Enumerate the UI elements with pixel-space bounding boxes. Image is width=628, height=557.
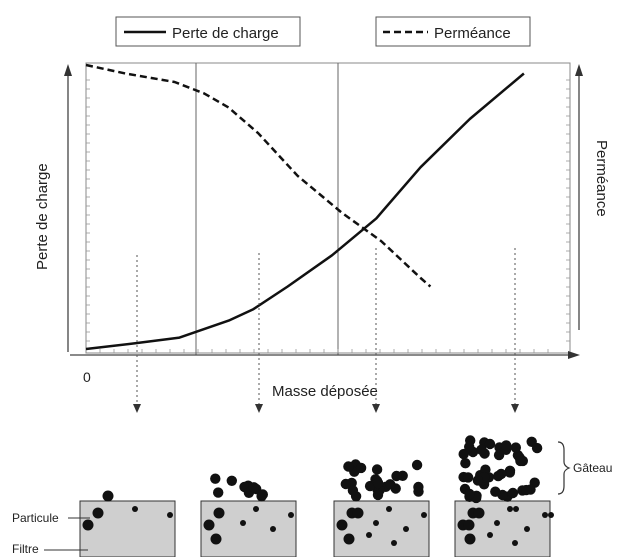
guide-arrow-head — [255, 404, 263, 413]
y-axis-label-right: Perméance — [593, 140, 610, 217]
particle — [391, 540, 397, 546]
particle — [371, 464, 383, 475]
particle — [542, 512, 548, 518]
plot-area: 0 Masse déposée Perte de charge Perméanc… — [34, 62, 610, 400]
particle — [501, 440, 512, 451]
particle — [213, 487, 224, 498]
x-axis-arrow — [568, 351, 580, 359]
particle — [504, 465, 516, 476]
legend-box-dashed — [375, 16, 531, 47]
guide-arrow-head — [133, 404, 141, 413]
particle — [463, 519, 475, 531]
particle — [484, 438, 496, 450]
particle — [210, 533, 222, 545]
x-axis-label: Masse déposée — [272, 383, 378, 400]
particle — [548, 512, 554, 518]
particle — [373, 520, 379, 526]
series-line-perte-de-charge — [85, 72, 525, 351]
particle — [494, 520, 500, 526]
legend-label-solid: Perte de charge — [172, 25, 279, 42]
tick-marks — [86, 79, 570, 353]
particle — [82, 519, 94, 531]
particle — [472, 475, 484, 486]
particle — [355, 462, 367, 474]
particle — [372, 489, 384, 501]
cake-label: Gâteau — [573, 461, 612, 475]
y-axis-right-arrow — [575, 64, 583, 76]
particle — [462, 472, 474, 483]
particle — [507, 487, 519, 499]
particle — [336, 519, 348, 531]
particle — [413, 481, 424, 493]
particle — [92, 507, 104, 519]
particle — [521, 484, 532, 496]
series-line-permeance — [85, 63, 432, 288]
particle — [132, 506, 138, 512]
particle — [213, 507, 225, 519]
stage-guide-arrows — [133, 248, 519, 413]
filter-annotations: Particule Filtre Gâteau — [12, 441, 612, 556]
particle — [203, 519, 215, 531]
particle — [385, 479, 396, 490]
y-axis-label-left: Perte de charge — [34, 163, 51, 270]
particle — [460, 458, 471, 469]
cake-bracket — [557, 441, 571, 495]
particle — [210, 473, 221, 484]
particle — [473, 507, 485, 519]
particle — [340, 478, 351, 490]
particle — [490, 486, 501, 497]
particle — [391, 470, 402, 482]
particle — [476, 444, 487, 455]
particle — [487, 532, 493, 538]
particle — [510, 442, 521, 453]
particle — [493, 449, 505, 461]
particle — [464, 488, 475, 500]
legend-label-dashed: Perméance — [434, 25, 511, 42]
particle — [531, 442, 543, 454]
particle — [403, 526, 409, 532]
guide-arrow-head — [511, 404, 519, 413]
particle — [288, 512, 294, 518]
origin-label: 0 — [83, 369, 91, 385]
particle — [257, 489, 268, 500]
guide-arrow-head — [372, 404, 380, 413]
particle — [524, 526, 530, 532]
particle — [411, 459, 423, 471]
filter-label: Filtre — [12, 542, 39, 556]
particle — [458, 448, 469, 460]
particle — [226, 475, 237, 486]
y-axis-left-arrow — [64, 64, 72, 76]
particle — [240, 520, 246, 526]
particle — [464, 533, 476, 545]
particle — [248, 482, 259, 493]
particle — [513, 506, 519, 512]
particle — [507, 506, 513, 512]
particle — [343, 461, 354, 472]
particle — [253, 506, 259, 512]
filter-illustrations — [79, 435, 554, 557]
particle-label: Particule — [12, 511, 59, 525]
plot-frame — [85, 62, 571, 354]
particle — [366, 532, 372, 538]
legend: Perte de charge Perméance — [115, 16, 531, 47]
particle — [493, 470, 504, 482]
particle — [512, 540, 518, 546]
particle — [347, 485, 359, 496]
particle — [464, 441, 475, 453]
particle — [102, 490, 114, 502]
particle — [343, 533, 355, 545]
particle — [372, 477, 384, 489]
particle — [167, 512, 173, 518]
particle — [515, 455, 526, 467]
particle — [352, 507, 364, 519]
particle — [270, 526, 276, 532]
particle — [421, 512, 427, 518]
particle — [386, 506, 392, 512]
